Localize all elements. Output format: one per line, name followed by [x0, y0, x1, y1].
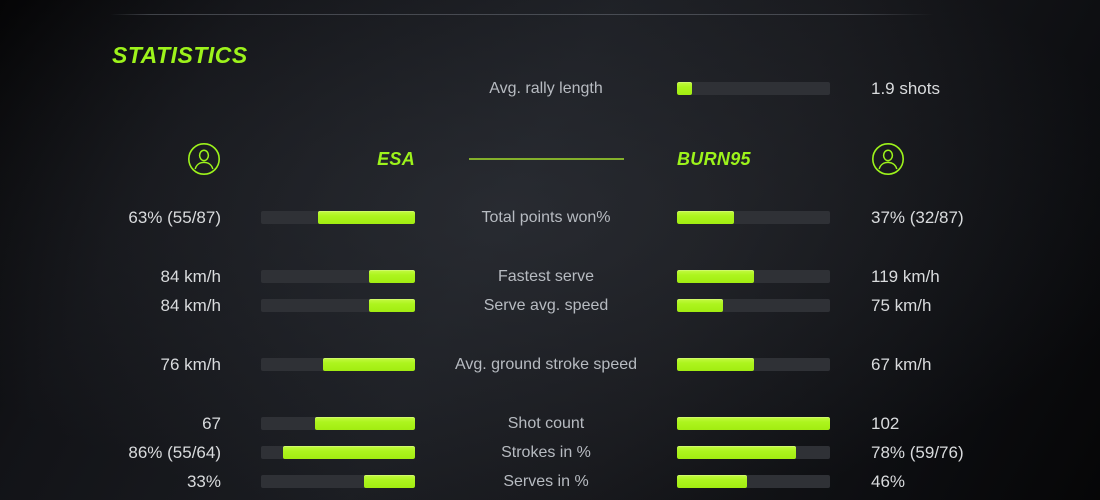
avg-rally-bar	[677, 82, 830, 95]
right-player-bar-fill	[677, 270, 754, 283]
right-player-bar	[677, 299, 830, 312]
left-player-value: 63% (55/87)	[128, 207, 221, 227]
stats-list: 63% (55/87) Total points won% 37% (32/87…	[0, 203, 1100, 496]
left-player-avatar-icon	[187, 142, 221, 176]
center-divider-line	[468, 158, 624, 160]
stat-row: 63% (55/87) Total points won% 37% (32/87…	[0, 203, 1100, 232]
left-player-value: 84 km/h	[160, 295, 221, 315]
left-player-bar-fill	[364, 475, 415, 488]
left-player-value: 76 km/h	[160, 354, 221, 374]
right-player-bar-fill	[677, 417, 830, 430]
right-player-value: 119 km/h	[871, 266, 940, 286]
right-player-value: 78% (59/76)	[871, 442, 964, 462]
players-header-row: ESA BURN95	[0, 142, 1100, 176]
left-player-bar-fill	[282, 446, 415, 459]
stat-row: 76 km/h Avg. ground stroke speed 67 km/h	[0, 350, 1100, 379]
right-player-bar-fill	[677, 358, 754, 371]
left-player-value: 86% (55/64)	[128, 442, 221, 462]
right-player-value: 37% (32/87)	[871, 207, 964, 227]
right-player-bar-fill	[677, 299, 723, 312]
right-player-bar	[677, 358, 830, 371]
right-player-bar	[677, 475, 830, 488]
right-player-value: 102	[871, 413, 900, 433]
right-player-bar-fill	[677, 475, 748, 488]
stat-label: Total points won%	[481, 208, 611, 226]
left-player-bar	[261, 446, 415, 459]
stat-label: Serve avg. speed	[483, 296, 609, 314]
stat-row: 67 Shot count 102	[0, 409, 1100, 438]
right-player-bar-fill	[677, 446, 797, 459]
left-player-bar-fill	[317, 211, 415, 224]
right-player-bar	[677, 417, 830, 430]
left-player-bar	[261, 358, 415, 371]
avg-rally-label: Avg. rally length	[489, 79, 603, 97]
stat-label: Fastest serve	[497, 267, 595, 285]
right-player-avatar-icon	[871, 142, 905, 176]
stat-label: Avg. ground stroke speed	[454, 355, 638, 373]
right-player-value: 46%	[871, 471, 906, 491]
right-player-bar	[677, 211, 830, 224]
stat-row: 33% Serves in % 46%	[0, 467, 1100, 496]
avg-rally-value: 1.9 shots	[871, 78, 940, 98]
right-player-bar-fill	[677, 211, 734, 224]
right-player-value: 67 km/h	[871, 354, 932, 374]
left-player-value: 33%	[186, 471, 221, 491]
left-player-bar-fill	[368, 299, 415, 312]
avg-rally-bar-fill	[677, 82, 693, 95]
left-player-bar-fill	[314, 417, 415, 430]
stat-label: Shot count	[507, 414, 585, 432]
stat-label: Serves in %	[503, 472, 589, 490]
stat-label: Strokes in %	[501, 443, 591, 461]
left-player-value: 67	[202, 413, 221, 433]
left-player-bar-fill	[322, 358, 415, 371]
right-player-name: BURN95	[677, 148, 751, 169]
top-divider-line	[110, 14, 934, 15]
stat-row: 84 km/h Serve avg. speed 75 km/h	[0, 291, 1100, 320]
right-player-bar	[677, 446, 830, 459]
page-title: STATISTICS	[112, 42, 248, 68]
avg-rally-row: Avg. rally length 1.9 shots	[0, 74, 1100, 103]
right-player-bar	[677, 270, 830, 283]
left-player-bar	[261, 211, 415, 224]
stat-row: 84 km/h Fastest serve 119 km/h	[0, 262, 1100, 291]
left-player-bar-fill	[368, 270, 415, 283]
left-player-bar	[261, 417, 415, 430]
left-player-name: ESA	[377, 148, 415, 169]
left-player-value: 84 km/h	[160, 266, 221, 286]
right-player-value: 75 km/h	[871, 295, 932, 315]
left-player-bar	[261, 475, 415, 488]
stat-row: 86% (55/64) Strokes in % 78% (59/76)	[0, 438, 1100, 467]
left-player-bar	[261, 299, 415, 312]
left-player-bar	[261, 270, 415, 283]
